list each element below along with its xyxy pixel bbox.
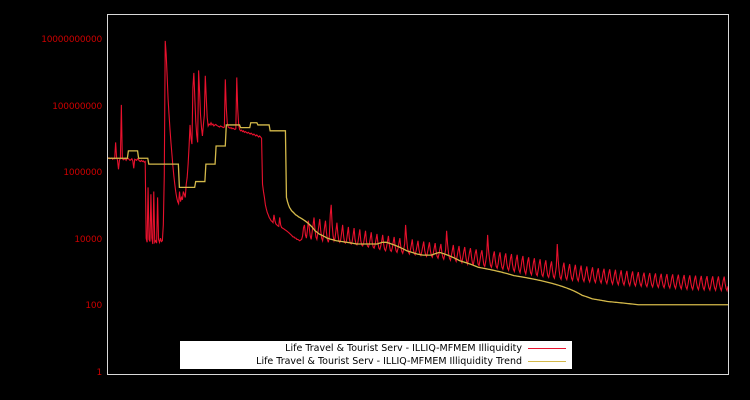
legend-label-illiquidity-trend: Life Travel & Tourist Serv - ILLIQ-MFMEM… xyxy=(256,356,522,367)
y-tick-label: 100 xyxy=(85,301,102,312)
y-tick-label: 1000000 xyxy=(63,168,102,179)
y-tick-label: 1 xyxy=(96,368,102,378)
chart-legend: Life Travel & Tourist Serv - ILLIQ-MFMEM… xyxy=(180,341,572,369)
legend-swatch-illiquidity-trend xyxy=(528,361,566,362)
y-tick-label: 10000 xyxy=(74,234,102,245)
legend-entry-illiquidity: Life Travel & Tourist Serv - ILLIQ-MFMEM… xyxy=(180,342,572,355)
y-tick-label: 10000000000 xyxy=(41,34,102,45)
series-line-illiquidity-trend xyxy=(108,122,728,306)
series-line-illiquidity xyxy=(108,40,728,293)
legend-entry-illiquidity-trend: Life Travel & Tourist Serv - ILLIQ-MFMEM… xyxy=(180,355,572,368)
plot-canvas xyxy=(108,40,728,306)
legend-swatch-illiquidity xyxy=(528,348,566,349)
y-tick-label: 100000000 xyxy=(52,101,102,112)
plot-area xyxy=(107,14,729,375)
y-axis-tick-labels: 10000000000 100000000 1000000 10000 100 1 xyxy=(0,0,102,400)
legend-label-illiquidity: Life Travel & Tourist Serv - ILLIQ-MFMEM… xyxy=(285,343,522,354)
